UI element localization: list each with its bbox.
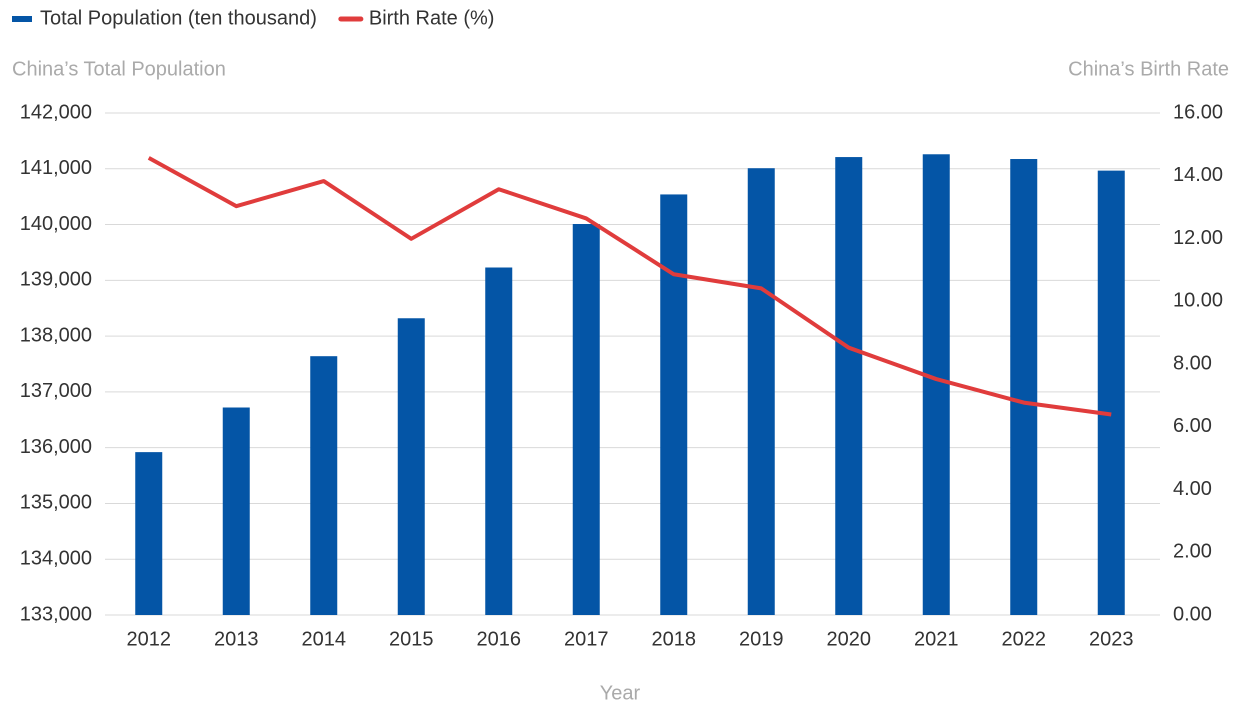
bar xyxy=(485,267,513,615)
y-tick-label: 139,000 xyxy=(20,269,92,291)
bar xyxy=(572,223,600,615)
bar xyxy=(135,452,163,615)
bar xyxy=(310,356,338,615)
x-tick-label: 2016 xyxy=(477,628,522,650)
y2-tick-label: 6.00 xyxy=(1173,415,1212,437)
bar xyxy=(835,157,863,615)
legend-swatch xyxy=(12,16,32,22)
y-tick-label: 141,000 xyxy=(20,157,92,179)
y-tick-label: 135,000 xyxy=(20,492,92,514)
x-axis-title: Year xyxy=(600,682,641,704)
y2-tick-label: 8.00 xyxy=(1173,352,1212,374)
x-tick-label: 2019 xyxy=(739,628,784,650)
y-tick-label: 136,000 xyxy=(20,436,92,458)
legend-label: Birth Rate (%) xyxy=(369,7,495,29)
y-tick-label: 138,000 xyxy=(20,324,92,346)
y-tick-label: 133,000 xyxy=(20,603,92,625)
bar xyxy=(1097,170,1125,615)
y2-tick-label: 10.00 xyxy=(1173,290,1223,312)
x-tick-label: 2021 xyxy=(914,628,959,650)
x-tick-label: 2022 xyxy=(1002,628,1047,650)
x-tick-label: 2013 xyxy=(214,628,259,650)
y-axis-title: China’s Total Population xyxy=(12,58,226,80)
x-tick-label: 2018 xyxy=(652,628,697,650)
line xyxy=(147,156,1112,417)
y-tick-label: 137,000 xyxy=(20,380,92,402)
y-tick-label: 140,000 xyxy=(20,213,92,235)
x-tick-label: 2014 xyxy=(302,628,347,650)
bar xyxy=(660,194,688,616)
y2-tick-label: 4.00 xyxy=(1173,478,1212,500)
y2-tick-label: 14.00 xyxy=(1173,164,1223,186)
x-tick-label: 2017 xyxy=(564,628,609,650)
y2-tick-label: 16.00 xyxy=(1173,101,1223,123)
bar xyxy=(1010,159,1038,615)
legend-label: Total Population (ten thousand) xyxy=(40,7,317,29)
bar xyxy=(922,154,950,615)
y2-axis-title: China’s Birth Rate xyxy=(1068,58,1229,80)
x-tick-label: 2012 xyxy=(127,628,172,650)
y2-tick-label: 0.00 xyxy=(1173,603,1212,625)
y2-tick-label: 2.00 xyxy=(1173,541,1212,563)
bar xyxy=(397,318,425,615)
bar xyxy=(222,407,250,615)
x-tick-label: 2015 xyxy=(389,628,434,650)
y-tick-label: 134,000 xyxy=(20,548,92,570)
y2-tick-label: 12.00 xyxy=(1173,227,1223,249)
x-tick-label: 2020 xyxy=(827,628,872,650)
y-tick-label: 142,000 xyxy=(20,101,92,123)
bar xyxy=(747,168,775,615)
x-tick-label: 2023 xyxy=(1089,628,1134,650)
